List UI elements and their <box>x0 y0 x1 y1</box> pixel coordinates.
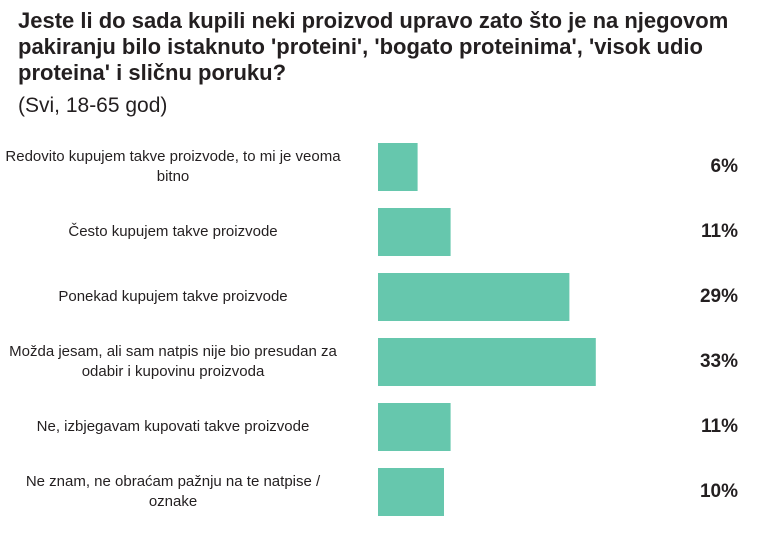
category-label-2: Ponekad kupujem takve proizvode <box>58 288 288 305</box>
category-label-1: Često kupujem takve proizvode <box>68 223 278 240</box>
value-label-2: 29% <box>699 286 738 307</box>
value-label-5: 10% <box>699 481 738 502</box>
category-label-3: Možda jesam, ali sam natpis nije bio pre… <box>9 343 337 380</box>
chart-subtitle: (Svi, 18-65 god) <box>18 94 168 117</box>
bar-1 <box>378 208 451 256</box>
value-label-4: 11% <box>701 416 738 437</box>
category-label-5: Ne znam, ne obraćam pažnju na te natpise… <box>25 473 321 510</box>
bar-4 <box>378 403 451 451</box>
bar-0 <box>378 143 418 191</box>
category-label-0: Redovito kupujem takve proizvode, to mi … <box>5 148 341 185</box>
chart-title: Jeste li do sada kupili neki proizvod up… <box>18 8 729 85</box>
value-label-3: 33% <box>699 351 738 372</box>
bar-2 <box>378 273 570 321</box>
value-label-0: 6% <box>710 156 738 177</box>
bar-3 <box>378 338 596 386</box>
bar-5 <box>378 468 444 516</box>
value-label-1: 11% <box>701 221 738 242</box>
category-label-4: Ne, izbjegavam kupovati takve proizvode <box>36 418 310 435</box>
